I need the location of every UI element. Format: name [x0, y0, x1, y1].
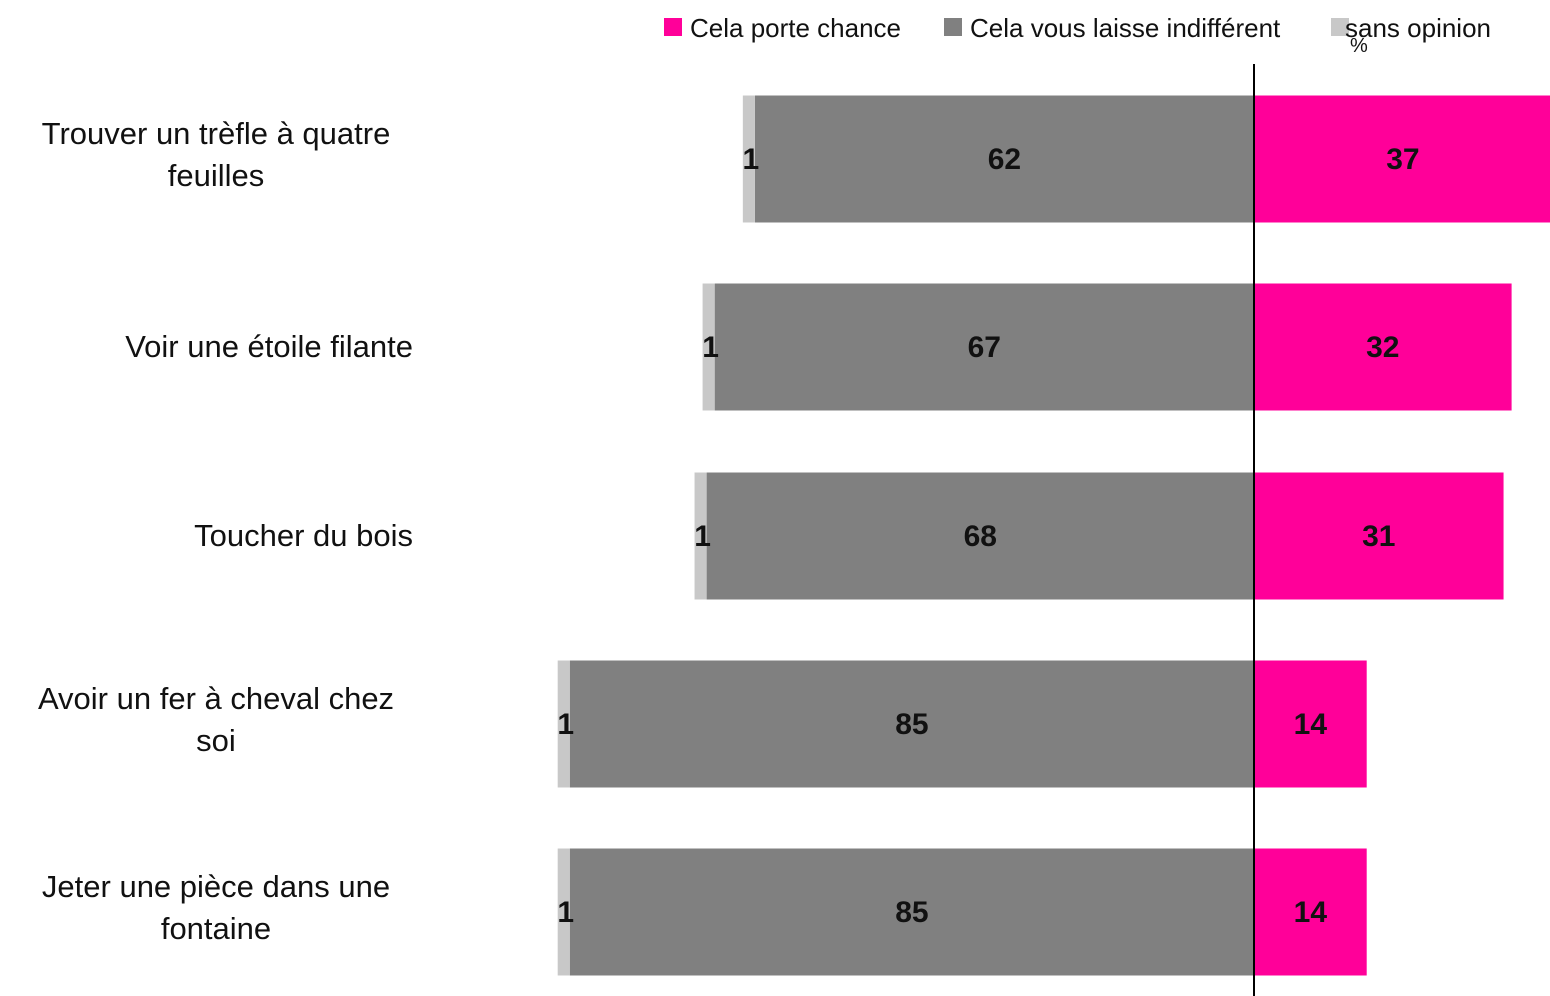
value-label-sans-opinion: 1	[702, 331, 719, 364]
legend-swatch-porte-chance	[664, 18, 682, 36]
bar-sans-opinion	[694, 472, 707, 600]
bar-sans-opinion	[742, 95, 755, 223]
value-label-porte-chance: 14	[1294, 896, 1328, 929]
bar-porte-chance	[1254, 848, 1367, 976]
category-label: Voir une étoile filante	[125, 329, 413, 364]
legend-swatch-indifferent	[944, 18, 962, 36]
category-label: Trouver un trèfle à quatre	[42, 116, 391, 151]
value-label-porte-chance: 32	[1366, 331, 1399, 364]
legend-swatch-sans-opinion	[1331, 18, 1349, 36]
bar-porte-chance	[1254, 283, 1512, 411]
category-label: Jeter une pièce dans une	[42, 869, 390, 904]
bar-indifferent	[714, 283, 1254, 411]
value-label-porte-chance: 31	[1362, 520, 1395, 553]
value-label-porte-chance: 14	[1294, 708, 1328, 741]
bar-indifferent	[706, 472, 1254, 600]
legend: Cela porte chance Cela vous laisse indif…	[664, 13, 1491, 57]
value-label-indifferent: 67	[968, 331, 1001, 364]
category-label: Avoir un fer à cheval chez	[38, 681, 394, 716]
category-label: fontaine	[161, 911, 271, 946]
unit-label: %	[1350, 35, 1368, 57]
value-label-indifferent: 85	[895, 896, 928, 929]
bar-sans-opinion	[702, 283, 715, 411]
bar-porte-chance	[1254, 95, 1550, 223]
category-label: feuilles	[168, 158, 265, 193]
bar-porte-chance	[1254, 660, 1367, 788]
value-label-porte-chance: 37	[1386, 143, 1419, 176]
bar-indifferent	[569, 660, 1254, 788]
category-labels-group: Trouver un trèfle à quatre feuilles Voir u…	[38, 116, 413, 946]
value-label-indifferent: 68	[964, 520, 997, 553]
legend-label-indifferent: Cela vous laisse indifférent	[970, 13, 1281, 43]
category-label: Toucher du bois	[194, 518, 413, 553]
value-label-indifferent: 62	[988, 143, 1021, 176]
bar-indifferent	[754, 95, 1254, 223]
legend-label-porte-chance: Cela porte chance	[690, 13, 901, 43]
bars-group: 37 62 1 32 67 1 31 68 1 14 85 1 14 85 1	[557, 95, 1550, 976]
category-label: soi	[196, 723, 236, 758]
value-label-sans-opinion: 1	[557, 896, 574, 929]
bar-sans-opinion	[557, 660, 570, 788]
bar-sans-opinion	[557, 848, 570, 976]
bar-porte-chance	[1254, 472, 1504, 600]
legend-label-sans-opinion: sans opinion	[1345, 13, 1491, 43]
value-label-sans-opinion: 1	[557, 708, 574, 741]
value-label-sans-opinion: 1	[694, 520, 711, 553]
value-label-sans-opinion: 1	[743, 143, 760, 176]
value-label-indifferent: 85	[895, 708, 928, 741]
bar-indifferent	[569, 848, 1254, 976]
